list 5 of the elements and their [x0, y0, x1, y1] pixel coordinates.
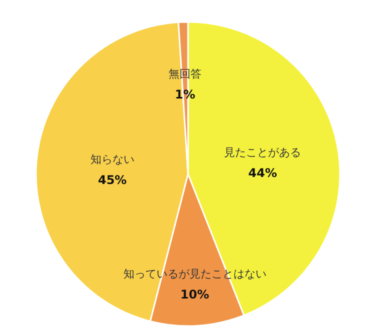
slice-label: 知らない: [90, 152, 134, 166]
data-label: 45%: [98, 172, 127, 187]
data-label: 10%: [180, 288, 210, 302]
slice-label: 見たことがある: [224, 146, 302, 159]
data-label: 44%: [248, 166, 278, 180]
